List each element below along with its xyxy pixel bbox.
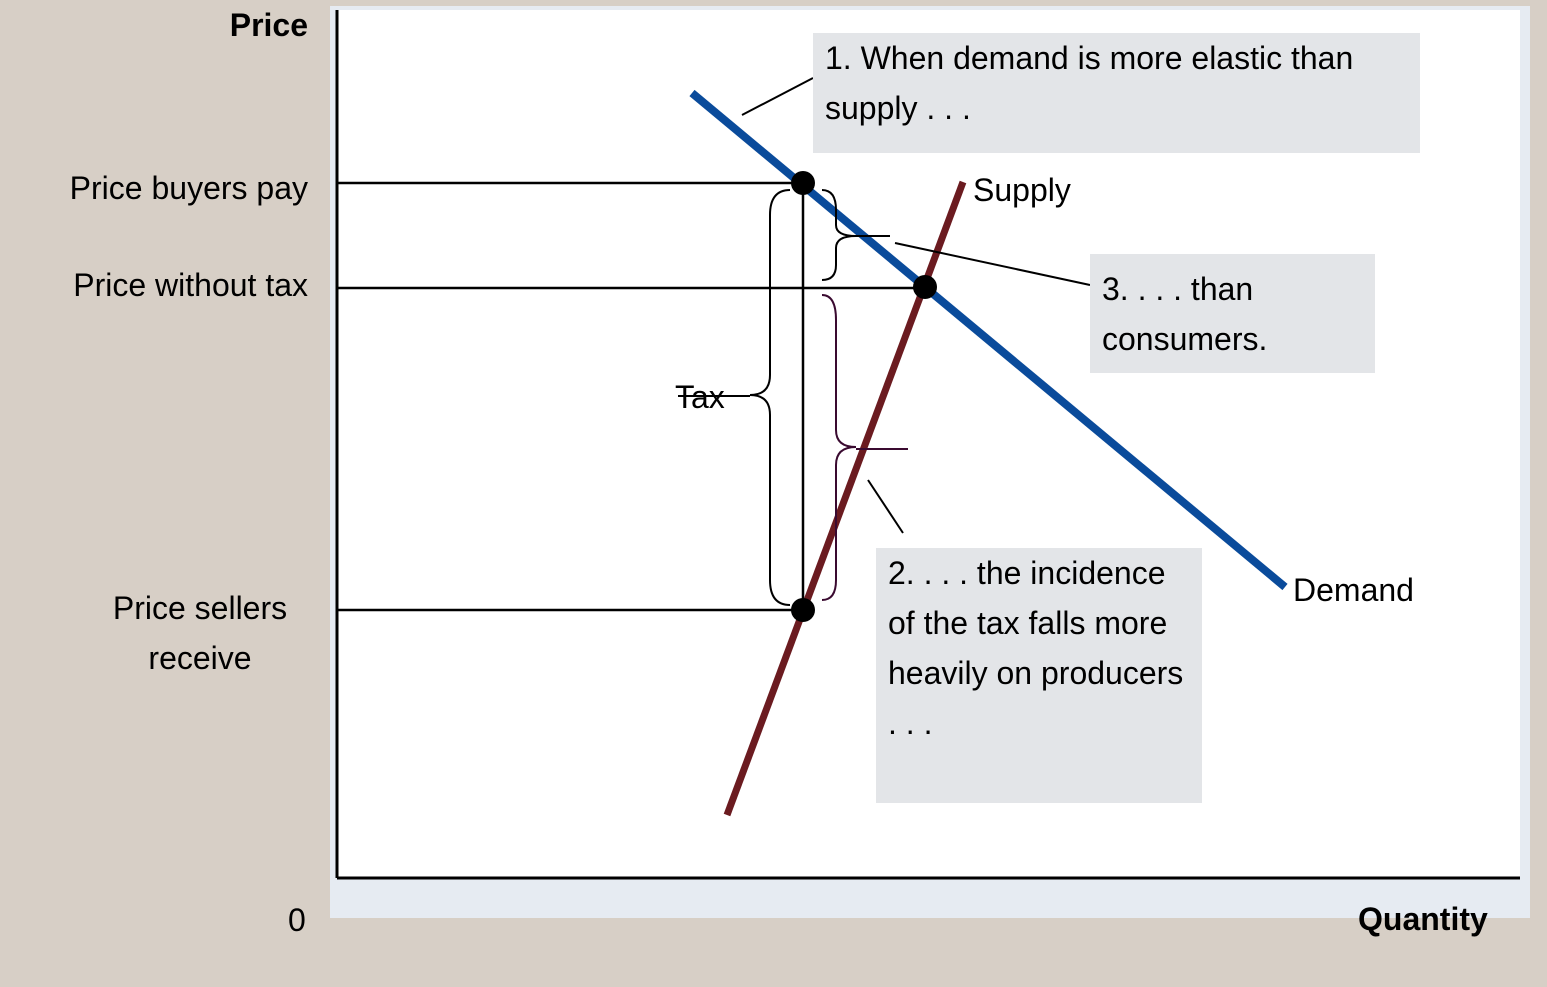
demand-label: Demand [1293,572,1414,608]
supply-label: Supply [973,172,1071,208]
buyers-point [791,171,815,195]
price-buyers-label: Price buyers pay [69,170,308,206]
price-sellers-label: Price sellers receive [112,590,288,676]
equilibrium-point [913,275,937,299]
note-2: 2. . . . the incidence of the tax falls … [876,548,1202,803]
price-no-tax-label: Price without tax [73,267,308,303]
sellers-point [791,598,815,622]
leader-1 [741,77,814,116]
note-3: 3. . . . than consumers. [1090,254,1375,373]
x-axis-label: Quantity [1358,901,1488,937]
demand-curve [689,89,1288,591]
leader-3 [894,242,1091,286]
producer-brace [821,294,857,601]
origin-label: 0 [288,902,306,938]
y-axis-label: Price [229,7,308,43]
note-1: 1. When demand is more elastic than supp… [813,33,1420,153]
tax-label: Tax [675,379,725,415]
leader-2 [867,479,904,534]
